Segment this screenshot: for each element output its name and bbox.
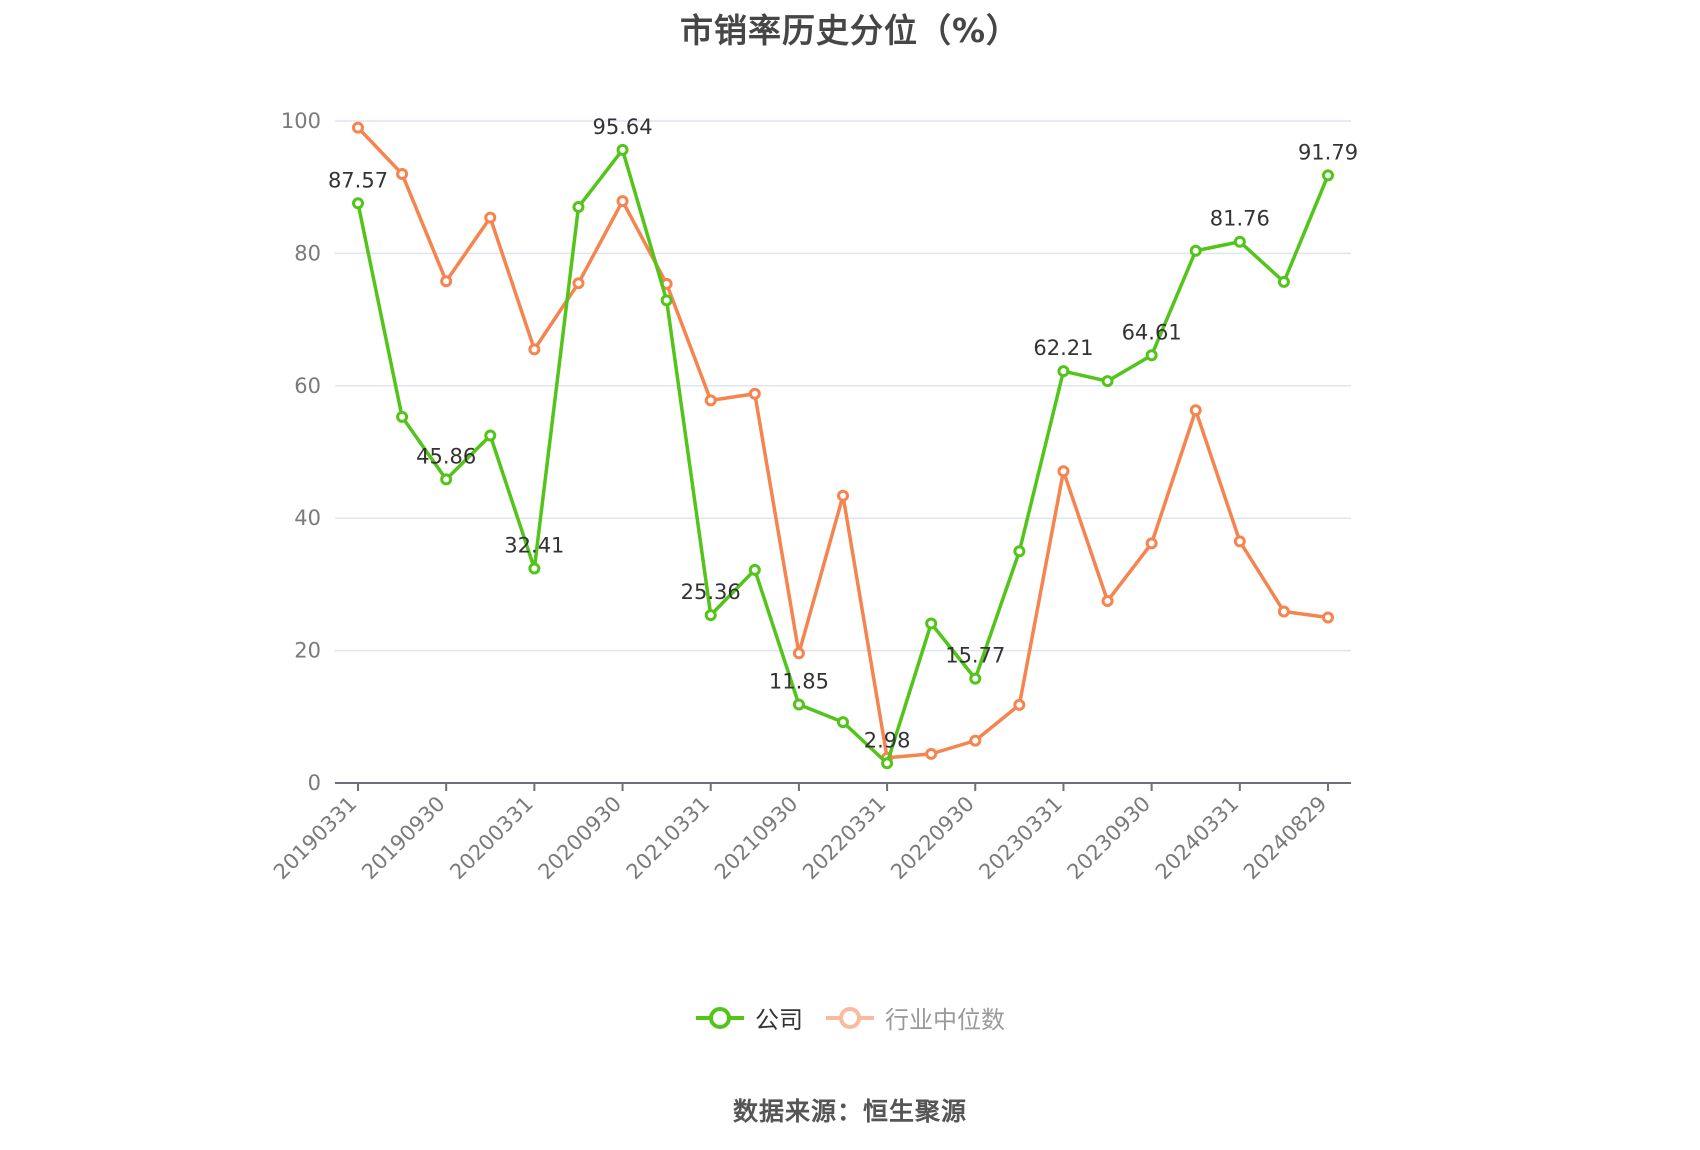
data-point[interactable] bbox=[572, 201, 585, 214]
data-label: 11.85 bbox=[769, 670, 829, 694]
x-tick-label: 20210930 bbox=[710, 792, 803, 885]
grid-lines bbox=[335, 120, 1351, 652]
data-point[interactable] bbox=[792, 698, 805, 711]
data-point[interactable] bbox=[1013, 545, 1026, 558]
data-point[interactable] bbox=[925, 617, 938, 630]
y-tick-label: 20 bbox=[294, 639, 321, 663]
data-point[interactable] bbox=[440, 275, 453, 288]
data-label: 87.57 bbox=[328, 168, 388, 192]
legend: 公司 行业中位数 bbox=[0, 1000, 1700, 1035]
data-point[interactable] bbox=[616, 143, 629, 156]
data-point[interactable] bbox=[1322, 169, 1334, 182]
data-point[interactable] bbox=[969, 672, 982, 685]
data-point[interactable] bbox=[396, 410, 409, 423]
data-point[interactable] bbox=[528, 562, 541, 575]
data-point[interactable] bbox=[1233, 535, 1246, 548]
x-axis: 2019033120190930202003312020093020210331… bbox=[269, 782, 1351, 885]
data-source: 数据来源：恒生聚源 bbox=[732, 1097, 967, 1126]
data-label: 45.86 bbox=[416, 444, 476, 468]
data-label: 25.36 bbox=[681, 580, 741, 604]
data-point[interactable] bbox=[1189, 404, 1202, 417]
series-company[interactable] bbox=[352, 143, 1334, 770]
x-tick-label: 20190331 bbox=[269, 792, 362, 885]
data-point[interactable] bbox=[704, 394, 717, 407]
data-point[interactable] bbox=[1013, 698, 1026, 711]
data-point[interactable] bbox=[440, 473, 453, 486]
data-point[interactable] bbox=[704, 609, 717, 622]
data-point[interactable] bbox=[484, 211, 497, 224]
data-point[interactable] bbox=[1145, 349, 1158, 362]
data-point[interactable] bbox=[572, 277, 585, 290]
data-point[interactable] bbox=[484, 429, 497, 442]
data-point[interactable] bbox=[1322, 611, 1334, 624]
x-tick-label: 20240331 bbox=[1151, 792, 1244, 885]
x-tick-label: 20220930 bbox=[886, 792, 979, 885]
series-line bbox=[356, 126, 1329, 760]
x-tick-label: 20230331 bbox=[974, 792, 1067, 885]
y-tick-label: 100 bbox=[281, 109, 321, 133]
data-point[interactable] bbox=[1145, 537, 1158, 550]
x-tick-label: 20240829 bbox=[1239, 792, 1332, 885]
data-point[interactable] bbox=[1189, 244, 1202, 257]
legend-item-industry-median[interactable]: 行业中位数 bbox=[825, 1000, 1005, 1035]
data-label: 81.76 bbox=[1210, 207, 1270, 231]
data-label: 95.64 bbox=[592, 115, 652, 139]
data-point[interactable] bbox=[1057, 365, 1070, 378]
data-point[interactable] bbox=[1277, 605, 1290, 618]
data-labels: 87.57 45.86 32.41 95.64 25.36 11.85 2.98 15.77 6… bbox=[328, 115, 1358, 752]
series-industry-median[interactable] bbox=[352, 121, 1334, 764]
data-point[interactable] bbox=[396, 167, 409, 180]
data-label: 91.79 bbox=[1298, 140, 1358, 164]
data-point[interactable] bbox=[352, 121, 364, 134]
data-point[interactable] bbox=[925, 747, 938, 760]
data-point[interactable] bbox=[616, 195, 629, 208]
legend-label-company: 公司 bbox=[755, 1006, 803, 1034]
data-point[interactable] bbox=[1101, 594, 1114, 607]
data-label: 64.61 bbox=[1122, 320, 1182, 344]
chart-title: 市销率历史分位（%） bbox=[679, 11, 1021, 50]
y-tick-label: 80 bbox=[294, 241, 321, 265]
data-point[interactable] bbox=[1233, 235, 1246, 248]
x-tick-label: 20230930 bbox=[1063, 792, 1156, 885]
x-tick-label: 20200331 bbox=[445, 792, 538, 885]
data-point[interactable] bbox=[792, 647, 805, 660]
data-label: 2.98 bbox=[864, 728, 911, 752]
legend-item-company[interactable]: 公司 bbox=[695, 1000, 803, 1035]
data-point[interactable] bbox=[969, 734, 982, 747]
y-axis: 0 20 40 60 80 100 bbox=[281, 109, 321, 795]
x-tick-label: 20220331 bbox=[798, 792, 891, 885]
x-tick-label: 20190930 bbox=[357, 792, 450, 885]
y-tick-label: 40 bbox=[294, 506, 321, 530]
data-point[interactable] bbox=[1277, 275, 1290, 288]
data-point[interactable] bbox=[837, 489, 849, 502]
y-tick-label: 0 bbox=[308, 771, 321, 795]
data-point[interactable] bbox=[748, 387, 761, 400]
data-point[interactable] bbox=[1057, 465, 1070, 478]
legend-line-circle-icon bbox=[826, 1006, 874, 1029]
data-point[interactable] bbox=[881, 757, 894, 770]
series-line bbox=[356, 148, 1330, 766]
data-label: 62.21 bbox=[1033, 336, 1093, 360]
legend-label-industry-median: 行业中位数 bbox=[885, 1006, 1005, 1034]
data-label: 32.41 bbox=[504, 533, 564, 557]
data-point[interactable] bbox=[837, 716, 849, 729]
y-tick-label: 60 bbox=[294, 374, 321, 398]
data-label: 15.77 bbox=[945, 644, 1005, 668]
data-point[interactable] bbox=[1101, 375, 1114, 388]
data-point[interactable] bbox=[352, 197, 364, 210]
x-tick-label: 20210331 bbox=[622, 792, 715, 885]
data-point[interactable] bbox=[748, 563, 761, 576]
data-point[interactable] bbox=[528, 343, 541, 356]
data-point[interactable] bbox=[660, 294, 673, 307]
legend-line-circle-icon bbox=[696, 1006, 744, 1029]
x-tick-label: 20200930 bbox=[534, 792, 627, 885]
